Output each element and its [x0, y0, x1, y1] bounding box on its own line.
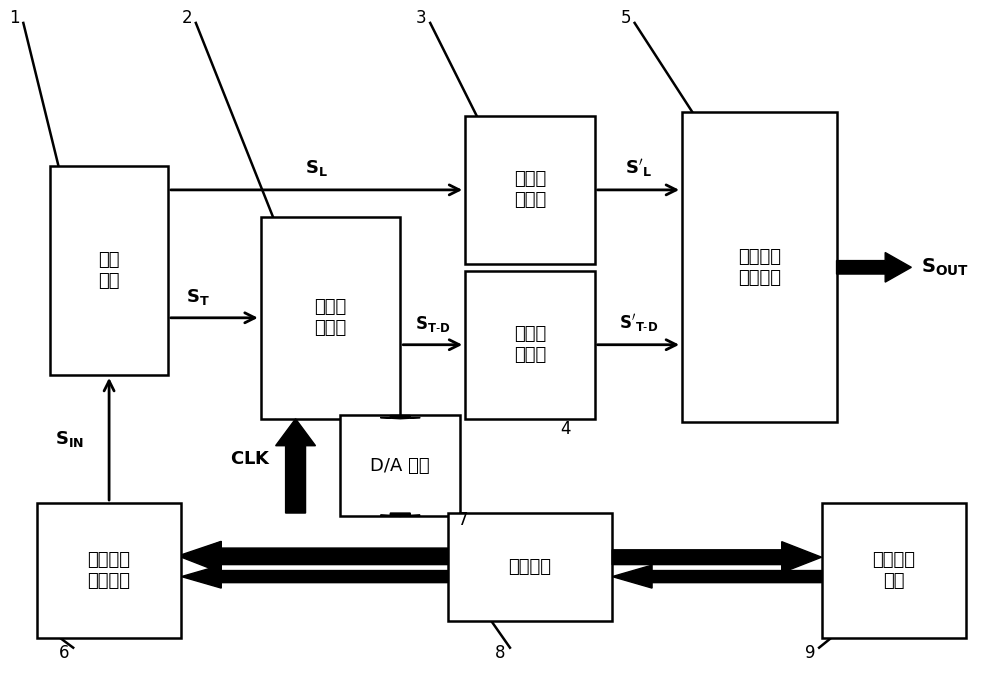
Text: $\mathbf{S_L}$: $\mathbf{S_L}$	[305, 158, 328, 178]
Text: 7: 7	[458, 511, 469, 529]
Text: 脉宽锐
化电路: 脉宽锐 化电路	[514, 170, 546, 210]
Bar	[261, 217, 400, 419]
FancyArrow shape	[612, 541, 822, 573]
Text: $\mathbf{S_{IN}}$: $\mathbf{S_{IN}}$	[55, 429, 84, 449]
Text: $\mathbf{S_T}$: $\mathbf{S_T}$	[186, 287, 210, 307]
Text: 3: 3	[416, 9, 427, 27]
Text: 1: 1	[9, 9, 20, 27]
Text: 脉宽锐
化电路: 脉宽锐 化电路	[514, 325, 546, 364]
Bar	[50, 166, 168, 375]
Text: $\mathbf{CLK}$: $\mathbf{CLK}$	[230, 450, 271, 468]
Text: $\mathbf{S_{OUT}}$: $\mathbf{S_{OUT}}$	[921, 257, 970, 278]
Text: 5: 5	[620, 9, 631, 27]
FancyArrow shape	[837, 253, 911, 282]
Text: $\mathbf{S'_L}$: $\mathbf{S'_L}$	[625, 157, 652, 179]
Text: 4: 4	[560, 420, 570, 438]
FancyArrow shape	[612, 565, 822, 588]
Text: 外部控制
系统: 外部控制 系统	[872, 551, 915, 589]
FancyArrow shape	[181, 565, 448, 588]
Text: 脉宽控
制电路: 脉宽控 制电路	[314, 298, 347, 337]
FancyArrow shape	[276, 419, 316, 513]
Text: $\mathbf{S_{T\text{-}D}}$: $\mathbf{S_{T\text{-}D}}$	[415, 314, 450, 334]
Bar	[822, 503, 966, 637]
Text: 2: 2	[182, 9, 192, 27]
FancyArrow shape	[380, 416, 420, 419]
Bar	[682, 112, 837, 422]
Text: 数字脉冲
产生装置: 数字脉冲 产生装置	[88, 551, 131, 589]
Text: 9: 9	[805, 644, 815, 662]
Text: 扇出
电路: 扇出 电路	[98, 251, 120, 290]
Bar	[37, 503, 181, 637]
Text: 脉冲波形
合成电路: 脉冲波形 合成电路	[738, 248, 781, 287]
Bar	[340, 416, 460, 516]
Text: D/A 电路: D/A 电路	[370, 457, 430, 475]
Text: 6: 6	[59, 644, 69, 662]
FancyArrow shape	[181, 541, 448, 569]
Text: $\mathbf{S'_{T\text{-}D}}$: $\mathbf{S'_{T\text{-}D}}$	[619, 312, 658, 334]
Bar	[448, 513, 612, 621]
FancyArrow shape	[380, 513, 420, 516]
Text: 8: 8	[495, 644, 505, 662]
Text: 控制总线: 控制总线	[508, 558, 551, 576]
FancyArrow shape	[181, 541, 448, 573]
Bar	[465, 270, 595, 419]
Bar	[465, 116, 595, 264]
